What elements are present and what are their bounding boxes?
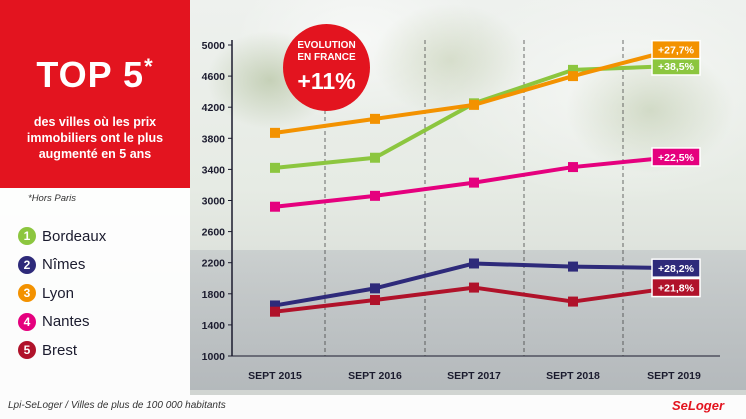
subtitle-line-3: augmenté en 5 ans bbox=[38, 147, 152, 161]
y-tick-label: 1000 bbox=[202, 351, 226, 363]
y-tick-label: 5000 bbox=[202, 40, 226, 52]
data-point-bordeaux bbox=[370, 152, 380, 163]
source-text: Lpi-SeLoger / Villes de plus de 100 000 … bbox=[8, 400, 226, 411]
legend-item-nantes: 4 Nantes bbox=[18, 311, 90, 333]
legend-item-lyon: 3 Lyon bbox=[18, 282, 74, 304]
data-point-bordeaux bbox=[568, 64, 578, 75]
y-tick-label: 3800 bbox=[202, 133, 226, 145]
legend-rank-badge: 2 bbox=[18, 255, 36, 274]
legend-item-nîmes: 2 Nîmes bbox=[18, 254, 85, 276]
panel-title-star: * bbox=[144, 54, 154, 79]
seloger-logo: SeLoger bbox=[672, 398, 725, 413]
data-point-nîmes bbox=[568, 261, 578, 272]
y-tick-label: 3400 bbox=[202, 164, 226, 176]
y-tick-label: 4200 bbox=[202, 102, 226, 114]
end-label-box-brest bbox=[651, 277, 701, 298]
end-label-bordeaux: +38,5% bbox=[658, 61, 695, 73]
data-point-lyon bbox=[270, 127, 280, 138]
footnote-hors-paris: *Hors Paris bbox=[28, 193, 77, 204]
x-tick-label: SEPT 2015 bbox=[248, 370, 302, 382]
badge-value: +11% bbox=[297, 68, 356, 94]
y-tick-label: 1400 bbox=[202, 320, 226, 332]
end-label-box-nîmes bbox=[651, 258, 701, 278]
france-evolution-badge: EVOLUTION EN FRANCE +11% bbox=[283, 24, 370, 111]
data-point-brest bbox=[370, 295, 380, 306]
data-point-nîmes bbox=[370, 283, 380, 294]
legend-label: Lyon bbox=[42, 284, 74, 302]
title-box: TOP 5* des villes où les prix immobilier… bbox=[0, 0, 190, 188]
data-point-brest bbox=[568, 296, 578, 307]
end-label-box-lyon bbox=[651, 39, 701, 60]
end-label-lyon: +27,7% bbox=[658, 45, 695, 57]
data-point-lyon bbox=[370, 113, 380, 124]
legend-rank-badge: 4 bbox=[18, 312, 36, 331]
data-point-lyon bbox=[469, 99, 479, 110]
legend-label: Nantes bbox=[42, 313, 90, 330]
end-label-nîmes: +28,2% bbox=[658, 263, 695, 275]
legend-rank-badge: 1 bbox=[18, 227, 36, 245]
subtitle-line-1: des villes où les prix bbox=[33, 115, 157, 129]
badge-line-1: EVOLUTION bbox=[297, 40, 356, 51]
y-tick-label: 4600 bbox=[202, 71, 226, 83]
data-point-nantes bbox=[469, 177, 479, 188]
y-tick-label: 3000 bbox=[202, 196, 226, 208]
x-tick-label: SEPT 2017 bbox=[447, 370, 501, 382]
end-label-nantes: +22,5% bbox=[658, 152, 695, 164]
data-point-brest bbox=[469, 282, 479, 293]
x-tick-label: SEPT 2019 bbox=[647, 370, 701, 382]
footer: Lpi-SeLoger / Villes de plus de 100 000 … bbox=[0, 395, 746, 419]
legend-item-brest: 5 Brest bbox=[18, 339, 77, 361]
data-point-nantes bbox=[568, 162, 578, 173]
data-point-nantes bbox=[370, 190, 380, 201]
x-tick-label: SEPT 2018 bbox=[546, 370, 600, 382]
y-tick-label: 2200 bbox=[202, 258, 226, 270]
panel-title: TOP 5* bbox=[0, 54, 190, 96]
panel-subtitle: des villes où les prix immobiliers ont l… bbox=[10, 114, 180, 162]
subtitle-line-2: immobiliers ont le plus bbox=[26, 131, 164, 145]
data-point-nîmes bbox=[270, 300, 280, 311]
data-point-bordeaux bbox=[270, 162, 280, 173]
legend-item-bordeaux: 1 Bordeaux bbox=[18, 225, 106, 247]
end-label-brest: +21,8% bbox=[658, 283, 695, 295]
data-point-nîmes bbox=[469, 258, 479, 269]
x-tick-label: SEPT 2016 bbox=[348, 370, 402, 382]
legend-label: Brest bbox=[42, 341, 78, 359]
badge-line-2: EN FRANCE bbox=[297, 52, 356, 63]
line-chart: 1000 1400 1800 2200 2600 3000 3400 3800 4200 4600… bbox=[202, 39, 720, 382]
data-point-brest bbox=[270, 306, 280, 317]
legend-label: Nîmes bbox=[42, 256, 86, 273]
left-panel: TOP 5* des villes où les prix immobilier… bbox=[0, 0, 190, 395]
data-point-nantes bbox=[270, 201, 280, 212]
end-label-box-nantes bbox=[651, 147, 701, 167]
y-tick-label: 2600 bbox=[202, 227, 226, 239]
legend-label: Bordeaux bbox=[42, 227, 107, 245]
legend-rank-badge: 3 bbox=[18, 284, 36, 302]
y-tick-label: 1800 bbox=[202, 289, 226, 301]
panel-title-text: TOP 5 bbox=[36, 54, 145, 95]
data-point-lyon bbox=[568, 71, 578, 82]
legend-rank-badge: 5 bbox=[18, 341, 36, 359]
